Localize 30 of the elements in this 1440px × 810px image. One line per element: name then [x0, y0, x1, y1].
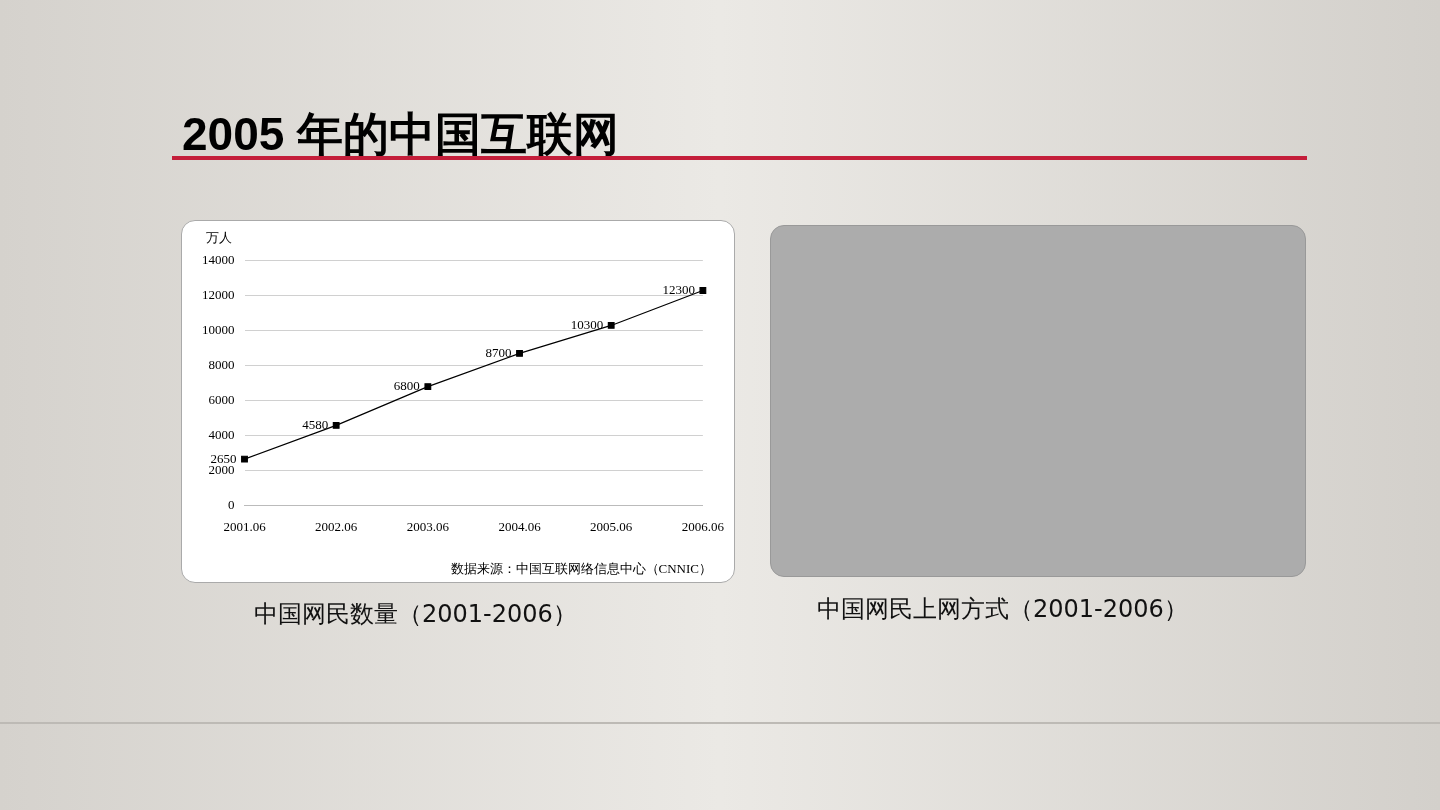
chart-title: 2005 年的中国互联网 [182, 107, 620, 162]
point [332, 421, 340, 429]
data-label: 8700 [485, 344, 512, 360]
x-tick-label: 2002.06 [315, 518, 358, 534]
x-tick-label: 2006.06 [681, 518, 725, 534]
point [241, 455, 248, 463]
x-tick-label: 2003.06 [406, 518, 450, 534]
text: 中国网民数量（2001-2006） [254, 599, 577, 630]
data-label: 4580 [302, 416, 329, 432]
y-tick-label: 12000 [202, 287, 235, 303]
data-label: 12300 [662, 281, 695, 297]
data-label: 6800 [393, 378, 420, 394]
point [516, 349, 523, 357]
source-note: 数据来源：中国互联网络信息中心（CNNIC） [450, 560, 712, 578]
y-tick-label: 0 [228, 496, 235, 512]
text: 中国网民上网方式（2001-2006） [817, 594, 1188, 625]
point [699, 287, 707, 294]
point [424, 383, 432, 391]
x-tick-label: 2001.06 [223, 518, 267, 534]
y-tick-label: 10000 [202, 322, 235, 338]
point [607, 322, 615, 329]
y-axis-title: 万人 [206, 229, 232, 247]
data-label: 2650 [210, 450, 237, 466]
x-tick-label: 2005.06 [590, 518, 633, 534]
data-label: 10300 [570, 316, 604, 332]
y-tick-label: 6000 [208, 391, 235, 407]
y-tick-label: 8000 [208, 357, 235, 373]
y-tick-label: 4000 [208, 426, 235, 442]
x-tick-label: 2004.06 [498, 518, 542, 534]
y-tick-label: 14000 [202, 252, 235, 268]
